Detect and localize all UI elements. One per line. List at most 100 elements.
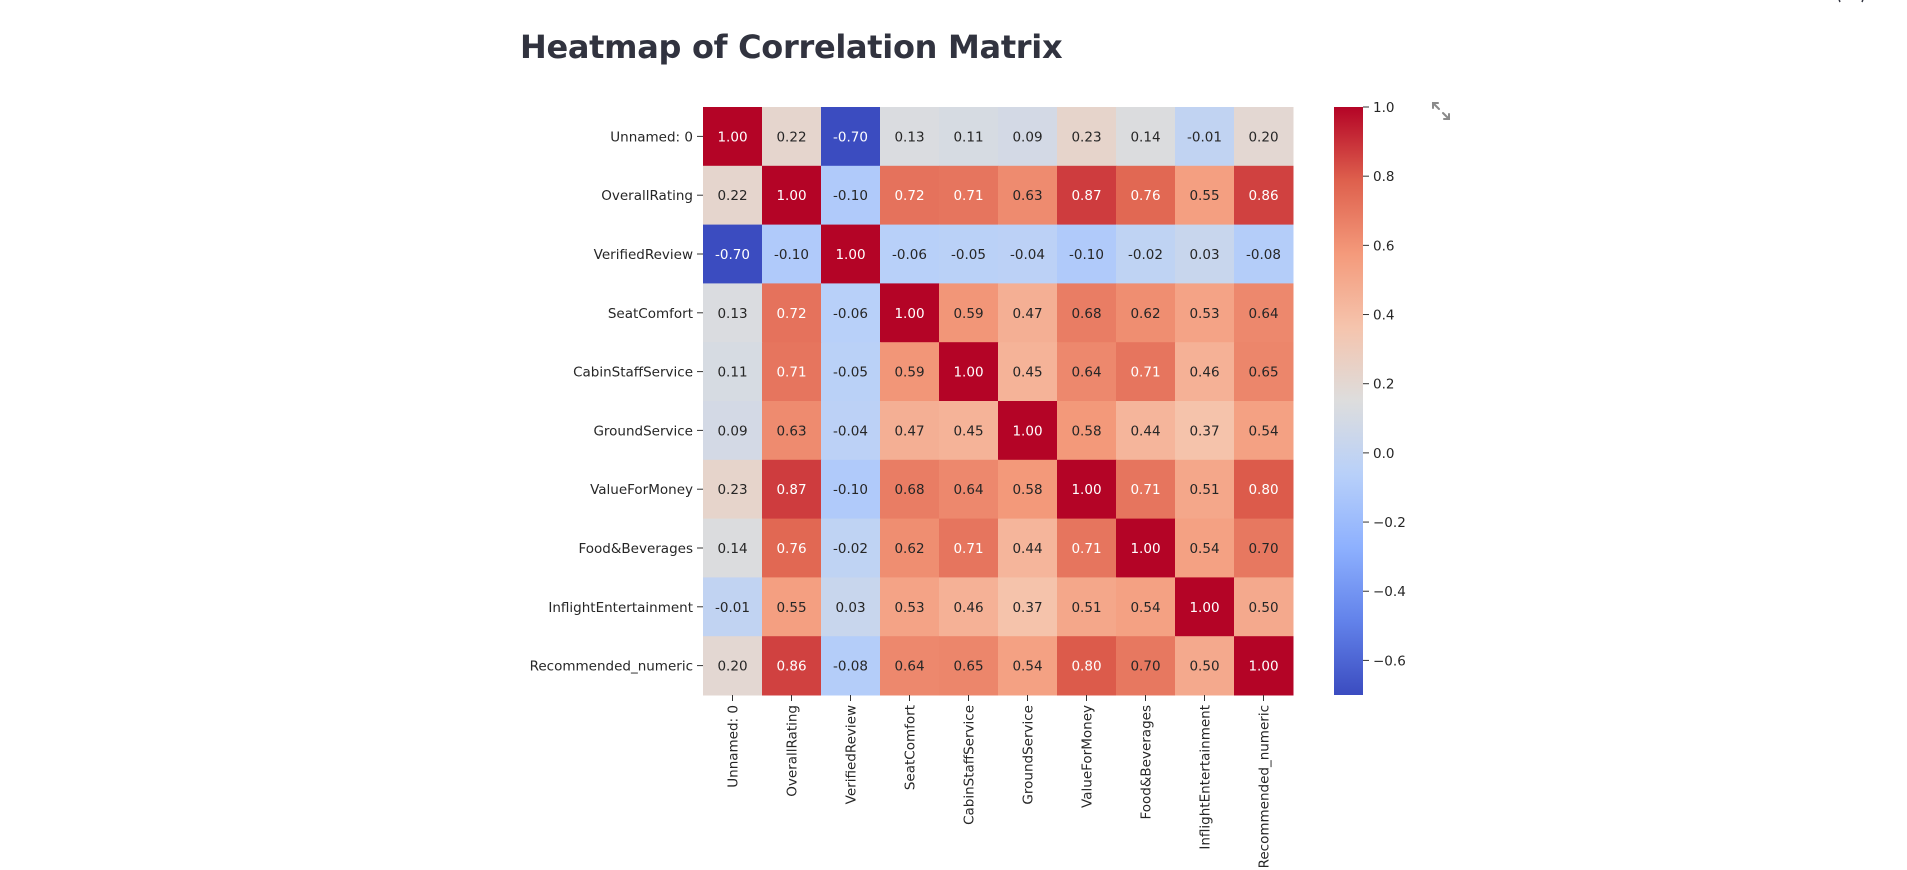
cell-value-label: 0.44 bbox=[1012, 541, 1042, 557]
heatmap-cell bbox=[762, 401, 822, 461]
cell-value-label: 1.00 bbox=[953, 365, 983, 381]
heatmap-cell bbox=[821, 518, 881, 578]
heatmap-cell bbox=[703, 577, 763, 637]
heatmap-cell bbox=[1116, 401, 1176, 461]
cell-value-label: 0.87 bbox=[776, 482, 806, 498]
colorbar: 1.0 0.8 0.6 0.4 0.2 0.0 −0.2 −0.4 −0.6 bbox=[1334, 100, 1406, 695]
cell-value-label: 0.55 bbox=[1189, 188, 1219, 204]
heatmap-cell bbox=[998, 283, 1058, 343]
colorbar-tick-label: −0.6 bbox=[1373, 653, 1406, 669]
colorbar-tick-label: −0.4 bbox=[1373, 584, 1406, 600]
heatmap-cell bbox=[939, 165, 999, 226]
heatmap-cell bbox=[821, 107, 881, 167]
cell-value-label: 0.86 bbox=[1248, 188, 1278, 204]
heatmap-cell bbox=[762, 459, 822, 520]
cell-value-label: 0.55 bbox=[776, 600, 806, 616]
heatmap-cell bbox=[821, 224, 881, 284]
cell-value-label: 1.00 bbox=[1012, 423, 1042, 439]
cell-value-label: -0.70 bbox=[715, 247, 750, 263]
cell-value-label: 0.71 bbox=[953, 188, 983, 204]
heatmap-cell bbox=[1234, 224, 1294, 284]
cell-value-label: 0.47 bbox=[894, 423, 924, 439]
heatmap-cell bbox=[1175, 283, 1235, 343]
cell-value-label: 0.03 bbox=[835, 600, 865, 616]
cell-value-label: 1.00 bbox=[776, 188, 806, 204]
heatmap-cell bbox=[1234, 283, 1294, 343]
heatmap-cell bbox=[703, 165, 763, 226]
heatmap-cell bbox=[762, 518, 822, 578]
cell-value-label: -0.10 bbox=[833, 188, 868, 204]
cell-value-label: 0.13 bbox=[717, 306, 747, 322]
heatmap-cell bbox=[1116, 283, 1176, 343]
heatmap-cell bbox=[1175, 636, 1235, 696]
cell-value-label: 0.70 bbox=[1248, 541, 1278, 557]
cell-value-label: 0.22 bbox=[776, 129, 806, 145]
heatmap-cell bbox=[1234, 342, 1294, 402]
heatmap-cell bbox=[762, 636, 822, 696]
cell-value-label: 0.44 bbox=[1130, 423, 1160, 439]
heatmap-cell bbox=[880, 459, 940, 520]
cell-value-label: -0.10 bbox=[774, 247, 809, 263]
cell-value-label: -0.10 bbox=[833, 482, 868, 498]
cell-value-label: 0.20 bbox=[1248, 129, 1278, 145]
heatmap-cell bbox=[762, 577, 822, 637]
cell-value-label: 0.65 bbox=[953, 659, 983, 675]
row-label: VerifiedReview bbox=[594, 247, 693, 263]
cell-value-label: 0.23 bbox=[1071, 129, 1101, 145]
heatmap-cell bbox=[939, 283, 999, 343]
column-label: VerifiedReview bbox=[844, 705, 860, 804]
heatmap-cell bbox=[1234, 518, 1294, 578]
cell-value-label: 0.58 bbox=[1071, 423, 1101, 439]
cell-value-label: 0.23 bbox=[717, 482, 747, 498]
cell-value-label: 0.68 bbox=[1071, 306, 1101, 322]
cell-value-label: -0.08 bbox=[833, 659, 868, 675]
heatmap-cell bbox=[998, 636, 1058, 696]
column-label: Unnamed: 0 bbox=[726, 705, 742, 788]
heatmap-cell bbox=[998, 459, 1058, 520]
column-label: Recommended_numeric bbox=[1257, 705, 1273, 868]
cell-value-label: 0.65 bbox=[1248, 365, 1278, 381]
heatmap-cell bbox=[939, 342, 999, 402]
column-label: Food&Beverages bbox=[1139, 705, 1155, 820]
heatmap-cell bbox=[703, 518, 763, 578]
fullscreen-expand-icon[interactable] bbox=[1430, 100, 1452, 122]
cell-value-label: 0.76 bbox=[1130, 188, 1160, 204]
cell-value-label: 0.45 bbox=[953, 423, 983, 439]
heatmap-cell bbox=[1057, 577, 1117, 637]
cell-value-label: -0.70 bbox=[833, 129, 868, 145]
cell-value-label: 1.00 bbox=[1071, 482, 1101, 498]
cell-value-label: 0.63 bbox=[776, 423, 806, 439]
cell-value-label: 0.13 bbox=[894, 129, 924, 145]
cell-value-label: 0.14 bbox=[717, 541, 747, 557]
heatmap-cell bbox=[998, 577, 1058, 637]
cell-value-label: -0.05 bbox=[833, 365, 868, 381]
cell-value-label: 0.68 bbox=[894, 482, 924, 498]
heatmap-cell bbox=[880, 636, 940, 696]
heatmap-cell bbox=[1175, 577, 1235, 637]
column-label: GroundService bbox=[1021, 705, 1037, 805]
row-label: Food&Beverages bbox=[579, 541, 694, 557]
cell-value-label: 0.53 bbox=[1189, 306, 1219, 322]
cell-value-label: 0.50 bbox=[1248, 600, 1278, 616]
heatmap-cell bbox=[1116, 165, 1176, 226]
colorbar-tick-label: 0.2 bbox=[1373, 377, 1394, 393]
heatmap-cells: 1.00 0.22 -0.70 0.13 0.11 0.09 0.23 0.14 -0.01 0.… bbox=[703, 107, 1294, 696]
cell-value-label: 0.03 bbox=[1189, 247, 1219, 263]
heatmap-cell bbox=[880, 518, 940, 578]
heatmap-cell bbox=[821, 459, 881, 520]
heatmap-cell bbox=[1116, 636, 1176, 696]
column-label: CabinStaffService bbox=[962, 705, 978, 825]
heatmap-cell bbox=[1116, 459, 1176, 520]
cell-value-label: 0.47 bbox=[1012, 306, 1042, 322]
heatmap-cell bbox=[1234, 577, 1294, 637]
cell-value-label: 1.00 bbox=[717, 129, 747, 145]
cell-value-label: 0.09 bbox=[1012, 129, 1042, 145]
heatmap-cell bbox=[1116, 224, 1176, 284]
top-right-menu-icon[interactable] bbox=[1836, 0, 1866, 4]
cell-value-label: 0.71 bbox=[1130, 482, 1160, 498]
cell-value-label: 1.00 bbox=[1130, 541, 1160, 557]
cell-value-label: 0.45 bbox=[1012, 365, 1042, 381]
cell-value-label: 0.51 bbox=[1189, 482, 1219, 498]
cell-value-label: 0.46 bbox=[953, 600, 983, 616]
